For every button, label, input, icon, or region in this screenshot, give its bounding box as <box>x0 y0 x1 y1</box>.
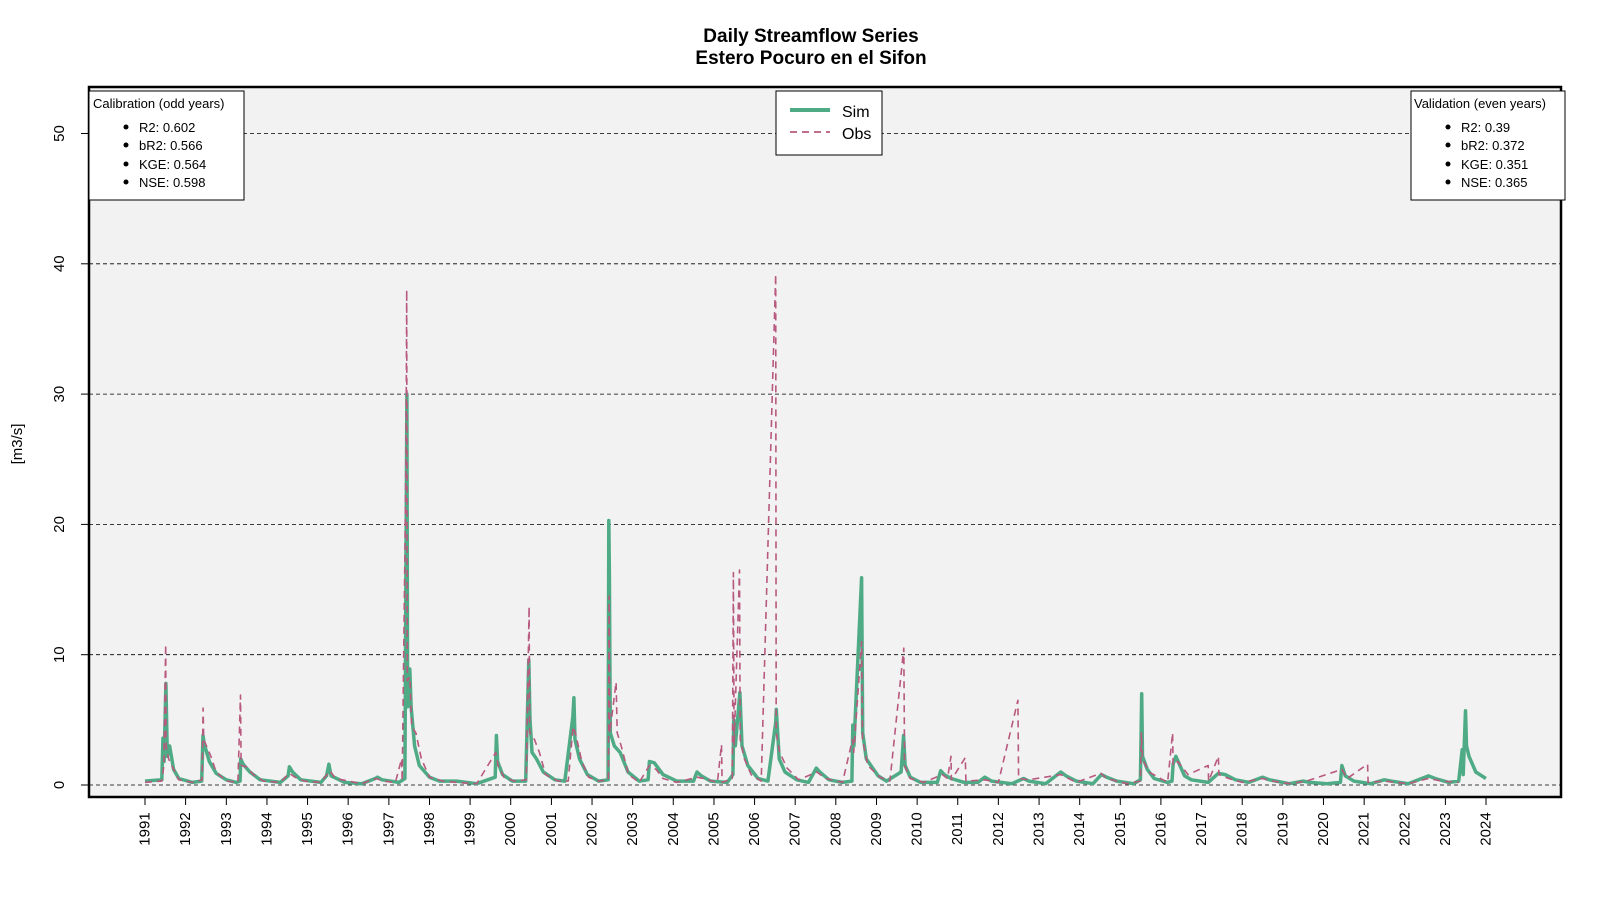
x-tick-label: 2023 <box>1437 812 1454 845</box>
x-tick-label: 1992 <box>177 812 194 845</box>
plot-background <box>89 87 1561 797</box>
x-tick-label: 2016 <box>1152 812 1169 845</box>
bullet <box>123 124 129 130</box>
chart-subtitle: Estero Pocuro en el Sifon <box>695 48 926 69</box>
x-tick-label: 1997 <box>380 812 397 845</box>
x-tick-label: 2004 <box>665 812 682 845</box>
x-tick-label: 2011 <box>949 813 966 845</box>
x-tick-label: 1994 <box>258 812 275 845</box>
validation-stats-box: Validation (even years) R2: 0.39 bR2: 0.… <box>1410 90 1566 201</box>
bullet <box>1445 124 1451 130</box>
bullet <box>1445 142 1451 148</box>
x-tick-label: 2019 <box>1274 812 1291 845</box>
calibration-br2: bR2: 0.566 <box>139 138 203 153</box>
x-tick-label: 2018 <box>1234 812 1251 845</box>
x-tick-label: 2008 <box>827 812 844 845</box>
validation-title: Validation (even years) <box>1414 96 1546 111</box>
validation-r2: R2: 0.39 <box>1461 120 1510 135</box>
y-tick-label: 40 <box>51 255 68 272</box>
x-tick-label: 2009 <box>868 812 885 845</box>
y-axis: 0 10 20 30 40 50 <box>51 125 89 789</box>
bullet <box>1445 161 1451 167</box>
bullet <box>1445 179 1451 185</box>
x-tick-label: 2013 <box>1031 812 1048 845</box>
bullet <box>123 161 129 167</box>
x-tick-label: 2020 <box>1315 812 1332 845</box>
series-obs-line <box>144 273 1459 785</box>
calibration-r2: R2: 0.602 <box>139 120 195 135</box>
x-tick-label: 1991 <box>137 812 154 845</box>
calibration-title: Calibration (odd years) <box>93 96 225 111</box>
y-axis-label: [m3/s] <box>9 424 26 465</box>
x-tick-label: 2015 <box>1112 812 1129 845</box>
x-tick-label: 2021 <box>1356 812 1373 845</box>
x-tick-label: 2007 <box>787 812 804 845</box>
validation-box-frame <box>1410 90 1566 201</box>
y-tick-label: 50 <box>51 125 68 142</box>
y-tick-label: 10 <box>51 646 68 663</box>
calibration-stats-box: Calibration (odd years) R2: 0.602 bR2: 0… <box>88 90 245 201</box>
y-tick-label: 30 <box>51 386 68 403</box>
plot-frame <box>87 85 1563 799</box>
calibration-nse: NSE: 0.598 <box>139 175 206 190</box>
validation-kge: KGE: 0.351 <box>1461 157 1528 172</box>
x-tick-label: 2006 <box>746 812 763 845</box>
x-tick-label: 2005 <box>705 812 722 845</box>
legend-obs-label: Obs <box>842 126 871 143</box>
chart-title: Daily Streamflow Series <box>703 26 918 47</box>
y-tick-label: 0 <box>51 781 68 789</box>
legend-sim-label: Sim <box>842 104 870 121</box>
validation-nse: NSE: 0.365 <box>1461 175 1528 190</box>
x-tick-label: 1996 <box>340 812 357 845</box>
x-tick-label: 1995 <box>299 812 316 845</box>
x-tick-label: 2017 <box>1193 812 1210 845</box>
series-layer <box>144 273 1487 786</box>
validation-br2: bR2: 0.372 <box>1461 138 1525 153</box>
x-tick-label: 1998 <box>421 812 438 845</box>
legend-box <box>775 90 883 156</box>
y-tick-label: 20 <box>51 516 68 533</box>
x-tick-label: 2002 <box>584 812 601 845</box>
series-sim-line <box>144 392 1487 786</box>
bullet <box>123 179 129 185</box>
x-tick-label: 2012 <box>990 812 1007 845</box>
x-tick-label: 2003 <box>624 812 641 845</box>
calibration-box-frame <box>88 90 245 201</box>
x-tick-label: 1999 <box>462 812 479 845</box>
x-tick-label: 1993 <box>218 812 235 845</box>
x-tick-label: 2014 <box>1071 812 1088 845</box>
x-axis: 1991 1992 1993 1994 1995 1996 1997 1998 1999 2000… <box>137 797 1495 846</box>
calibration-kge: KGE: 0.564 <box>139 157 206 172</box>
legend: Sim Obs <box>775 90 883 156</box>
x-tick-label: 2024 <box>1478 812 1495 845</box>
x-tick-label: 2000 <box>502 812 519 845</box>
bullet <box>123 142 129 148</box>
x-tick-label: 2022 <box>1396 812 1413 845</box>
x-tick-label: 2010 <box>909 812 926 845</box>
x-tick-label: 2001 <box>543 812 560 845</box>
